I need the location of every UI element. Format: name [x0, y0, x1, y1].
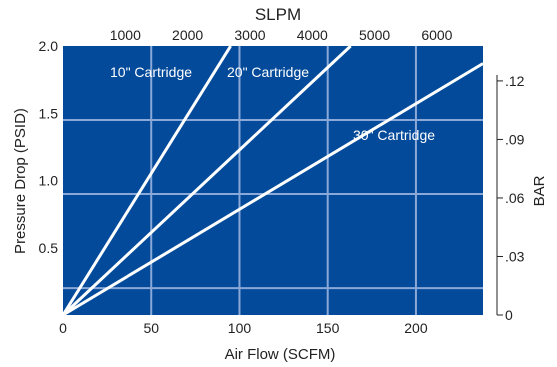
top-axis-title: SLPM: [255, 5, 301, 24]
y-tick-label: 2.0: [39, 38, 59, 54]
y-tick-label: 1.5: [39, 105, 59, 121]
series-line-0: [61, 45, 232, 316]
top-tick-label: 6000: [421, 27, 452, 43]
x-tick-label: 150: [316, 320, 340, 336]
y-axis-ticks: 0.5 1.0 1.5 2.0: [39, 38, 59, 256]
y-axis-title: Pressure Drop (PSID): [12, 108, 29, 254]
right-tick-label: 0: [505, 307, 513, 323]
top-tick-label: 1000: [110, 27, 141, 43]
y-tick-label: 1.0: [39, 173, 59, 189]
right-tick-label: .03: [505, 248, 525, 264]
series-line-2: [62, 62, 484, 317]
series-line-1: [61, 44, 352, 317]
top-axis-ticks: 1000 2000 3000 4000 5000 6000: [110, 27, 453, 43]
x-axis-title: Air Flow (SCFM): [225, 346, 336, 363]
x-tick-label: 50: [143, 320, 159, 336]
top-tick-label: 5000: [359, 27, 390, 43]
x-tick-label: 0: [59, 320, 67, 336]
right-axis-title: BAR: [531, 175, 548, 206]
series-label-30in: 30" Cartridge: [353, 127, 435, 143]
x-axis-ticks: 0 50 100 150 200: [59, 320, 428, 336]
x-tick-label: 100: [228, 320, 252, 336]
plot-area: [63, 46, 483, 315]
top-tick-label: 2000: [172, 27, 203, 43]
right-tick-label: .12: [505, 73, 525, 89]
x-tick-label: 200: [404, 320, 428, 336]
series-lines: [61, 44, 484, 317]
right-tick-label: .09: [505, 131, 525, 147]
series-label-10in: 10" Cartridge: [110, 64, 192, 80]
top-tick-label: 4000: [297, 27, 328, 43]
y-tick-label: 0.5: [39, 240, 59, 256]
right-axis-ticks: 0 .03 .06 .09 .12: [497, 73, 525, 323]
right-tick-label: .06: [505, 190, 525, 206]
series-label-20in: 20" Cartridge: [227, 64, 309, 80]
top-tick-label: 3000: [234, 27, 265, 43]
